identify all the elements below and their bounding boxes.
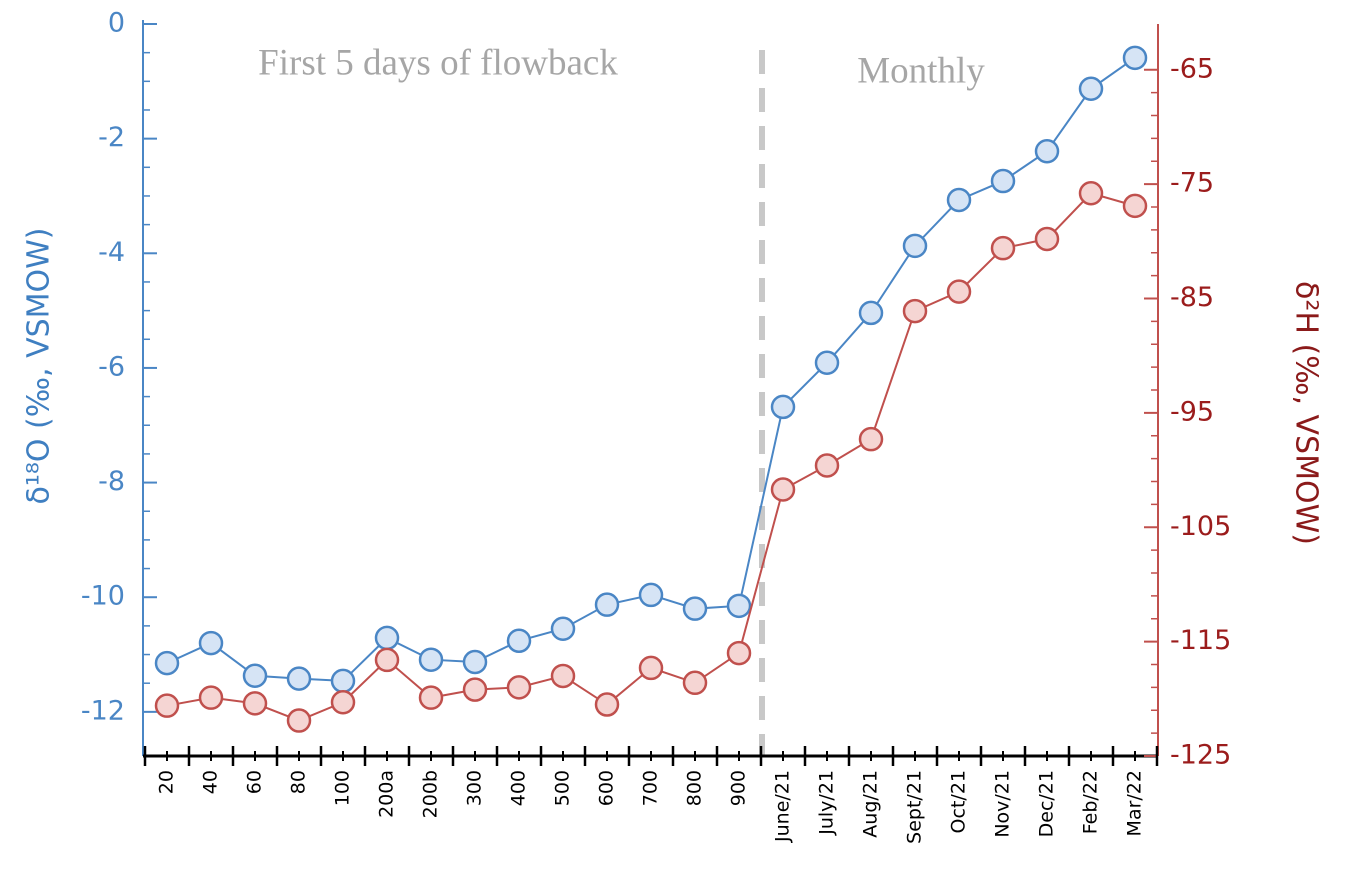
x-tick-label: July/21 [816,770,838,836]
x-tick-label: 200b [420,770,442,818]
annotation: First 5 days of flowback [258,42,618,83]
x-tick-label: 900 [728,770,750,806]
marker [374,647,400,673]
marker [1034,226,1060,252]
annotation: Monthly [857,50,985,91]
y2-tick-label: -105 [1170,511,1231,542]
marker [682,670,708,696]
marker [506,675,532,700]
y2-tick-label: -125 [1170,740,1231,771]
marker [418,685,444,710]
marker [418,647,444,672]
marker [814,350,840,376]
y2-tick-label: -115 [1170,625,1231,656]
marker [1122,45,1148,71]
x-tick-label: Dec/21 [1036,770,1058,837]
marker [770,394,796,420]
marker [726,593,752,619]
marker [594,592,620,617]
marker [198,630,224,656]
marker [946,187,972,213]
marker [1122,193,1148,219]
x-tick-label: 800 [684,770,706,806]
y-tick-label: -6 [98,351,125,382]
x-tick-label: 40 [200,770,222,794]
x-tick-label: 600 [596,770,618,806]
marker [462,649,488,675]
y-tick-label: -8 [98,466,125,497]
marker [1078,76,1104,102]
marker [814,453,840,478]
marker [990,235,1016,261]
y2-tick-label: -75 [1170,168,1214,199]
marker [286,708,312,733]
marker [154,650,180,676]
marker [902,298,928,324]
marker [550,663,576,689]
x-tick-label: Mar/22 [1124,770,1146,836]
marker [242,663,268,688]
y-tick-label: -2 [98,122,125,153]
marker [594,692,620,717]
y2-tick-label: -65 [1170,53,1214,84]
x-tick-label: 500 [552,770,574,806]
y-tick-label: 0 [108,8,125,39]
marker [902,233,928,259]
marker [770,477,796,502]
x-tick-label: Aug/21 [860,770,882,838]
marker [1078,181,1104,206]
marker [286,666,312,691]
marker [330,689,356,715]
x-tick-label: 200a [376,770,398,818]
y-axis-label: δ¹⁸O (‰, VSMOW) [22,227,57,504]
marker [154,693,180,718]
marker [550,616,576,641]
x-tick-label: Feb/22 [1080,770,1102,834]
y-tick-label: -10 [81,581,125,612]
marker [726,640,752,666]
marker [506,628,532,654]
marker [462,677,488,702]
x-tick-label: Sept/21 [904,770,926,844]
x-tick-label: 60 [244,770,266,794]
marker [198,685,224,710]
x-tick-label: 300 [464,770,486,806]
x-tick-label: Nov/21 [992,770,1014,838]
marker [242,691,268,716]
series-line [166,192,1136,722]
marker [682,596,708,621]
y2-tick-label: -95 [1170,396,1214,427]
marker [858,300,884,326]
x-tick-label: 700 [640,770,662,806]
marker [330,668,356,694]
y-tick-label: -4 [98,237,125,268]
y2-tick-label: -85 [1170,282,1214,313]
x-tick-label: Oct/21 [948,770,970,833]
marker [638,655,664,681]
x-tick-label: 80 [288,770,310,794]
marker [990,168,1016,194]
marker [374,625,400,651]
y-tick-label: -12 [81,695,125,726]
marker [1034,139,1060,164]
x-tick-label: 100 [332,770,354,806]
y2-axis-label: δ²H (‰, VSMOW) [1289,281,1324,545]
x-tick-label: 400 [508,770,530,806]
marker [946,279,972,304]
marker [638,582,664,608]
x-tick-label: 20 [156,770,178,794]
marker [858,426,884,452]
x-tick-label: June/21 [772,770,794,843]
